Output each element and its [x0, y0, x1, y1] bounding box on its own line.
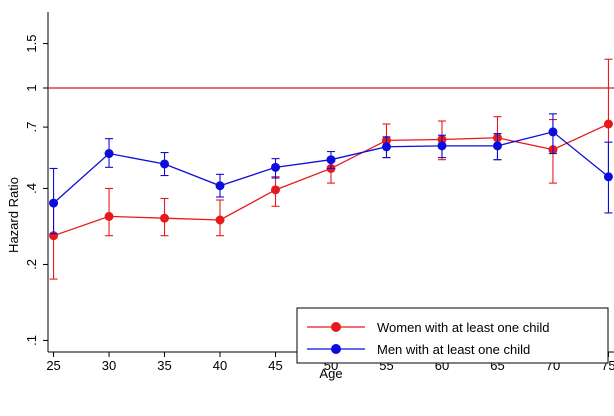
y-axis-title: Hazard Ratio: [6, 177, 21, 253]
data-point-men: [492, 141, 502, 151]
data-point-men: [271, 162, 281, 172]
x-tick-label: 35: [157, 358, 171, 373]
data-point-men: [49, 198, 59, 208]
series-women: [49, 58, 613, 280]
y-tick-label: .7: [24, 122, 39, 133]
data-point-men: [160, 159, 170, 169]
y-tick-label: .4: [24, 183, 39, 194]
data-point-women: [603, 119, 613, 129]
data-point-men: [437, 141, 447, 151]
x-tick-label: 30: [102, 358, 116, 373]
legend-box: [296, 307, 609, 364]
data-point-women: [104, 211, 114, 221]
data-point-men: [104, 149, 114, 159]
data-point-men: [603, 172, 613, 182]
y-tick-label: .2: [24, 259, 39, 270]
legend-swatch-women-marker: [331, 322, 341, 332]
series-layer: [49, 58, 613, 280]
data-point-women: [271, 185, 281, 195]
x-axis-title: Age: [319, 366, 342, 381]
y-axis-ticks: .1 .2 .4 .7 1 1.5: [24, 35, 48, 346]
data-point-men: [326, 155, 336, 165]
y-tick-label: 1.5: [24, 35, 39, 53]
data-point-women: [215, 215, 225, 225]
legend-label-women: Women with at least one child: [377, 320, 549, 335]
y-tick-label: 1: [24, 84, 39, 91]
legend: Women with at least one child Men with a…: [296, 307, 609, 364]
y-tick-label: .1: [24, 335, 39, 346]
legend-swatch-men-marker: [331, 344, 341, 354]
x-tick-label: 40: [213, 358, 227, 373]
data-point-men: [548, 127, 558, 137]
legend-label-men: Men with at least one child: [377, 342, 530, 357]
data-point-women: [160, 213, 170, 223]
data-point-men: [215, 181, 225, 191]
x-tick-label: 25: [46, 358, 60, 373]
series-men: [49, 113, 613, 235]
x-tick-label: 45: [268, 358, 282, 373]
data-point-men: [381, 142, 391, 152]
